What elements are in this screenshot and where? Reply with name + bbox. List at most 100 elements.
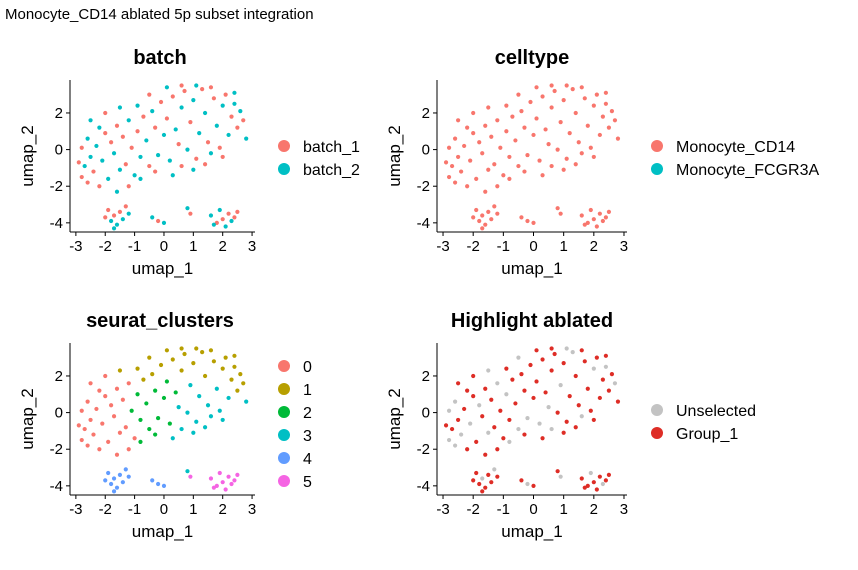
panel2-point bbox=[452, 136, 458, 141]
panel1-point bbox=[141, 114, 146, 119]
panel3-point bbox=[235, 472, 240, 477]
panel1-point bbox=[176, 141, 181, 147]
panel1-point bbox=[114, 189, 120, 194]
panel2-point bbox=[606, 209, 612, 214]
panel1-point bbox=[158, 99, 164, 105]
panel3-point bbox=[188, 474, 193, 479]
panel1-point bbox=[103, 131, 108, 136]
panel3-point bbox=[88, 417, 93, 423]
panel3-point bbox=[126, 381, 131, 386]
panel4-point bbox=[606, 472, 612, 477]
panel4-y-tick-label: -2 bbox=[417, 441, 430, 458]
panel4-point bbox=[597, 395, 602, 401]
panel3-point bbox=[232, 353, 237, 358]
panel1-point bbox=[138, 154, 143, 160]
panel3-point bbox=[100, 421, 105, 426]
panel3-point bbox=[126, 474, 131, 479]
panel3-point bbox=[191, 430, 196, 435]
panel2-point bbox=[519, 109, 524, 114]
panel1-point bbox=[117, 209, 123, 214]
panel1-point bbox=[223, 224, 228, 229]
panel4-point bbox=[480, 414, 485, 419]
panel4-point bbox=[537, 421, 542, 426]
panel1-point bbox=[194, 83, 199, 88]
panel4-point bbox=[452, 443, 458, 448]
panel3-point bbox=[194, 419, 199, 424]
panel3-point bbox=[179, 426, 184, 432]
panel4-point bbox=[519, 478, 524, 483]
panel2-point bbox=[540, 173, 545, 178]
panel1-point bbox=[185, 147, 190, 152]
panel1-point bbox=[97, 125, 102, 130]
panel1-point bbox=[232, 215, 237, 220]
panel3-point bbox=[132, 436, 137, 441]
panel1-point bbox=[109, 218, 114, 224]
panel1-point bbox=[147, 92, 152, 97]
panel1-point bbox=[129, 145, 134, 150]
panel1-point bbox=[111, 213, 117, 218]
panel3-point bbox=[226, 474, 231, 479]
panel1-point bbox=[109, 140, 114, 145]
panel4-legend-key bbox=[651, 427, 663, 439]
panel3-x-tick-label: 1 bbox=[189, 501, 197, 518]
panel4-point bbox=[483, 386, 488, 391]
panel1-point bbox=[188, 120, 193, 125]
panel2-point bbox=[465, 125, 470, 130]
panel2-y-tick-label: -2 bbox=[417, 178, 430, 195]
panel4-point bbox=[504, 392, 509, 397]
panel1-point bbox=[170, 173, 175, 178]
panel4-y-tick-label: -4 bbox=[417, 478, 430, 495]
panel2-point bbox=[486, 167, 491, 172]
panel4-point bbox=[582, 359, 587, 364]
panel2-point bbox=[480, 226, 485, 231]
panel1-point bbox=[100, 158, 105, 163]
panel2-point bbox=[507, 154, 512, 160]
panel4-point bbox=[591, 366, 596, 371]
panel1-x-tick-label: -3 bbox=[69, 238, 82, 255]
panel3-y-axis-label: umap_2 bbox=[18, 388, 37, 449]
panel2-point bbox=[603, 101, 608, 106]
panel4-point bbox=[486, 368, 491, 373]
panel1-point bbox=[120, 217, 125, 222]
panel2-point bbox=[489, 134, 494, 139]
panel4-point bbox=[522, 432, 527, 437]
panel2-point bbox=[588, 207, 593, 213]
panel4-point bbox=[486, 472, 491, 477]
panel4-point bbox=[516, 426, 521, 432]
panel4-point bbox=[480, 489, 485, 494]
panel2-point bbox=[579, 213, 584, 218]
panel3-point bbox=[161, 395, 167, 401]
panel4-point bbox=[452, 399, 458, 404]
panel4-x-tick-label: 3 bbox=[620, 501, 628, 518]
panel4-point bbox=[459, 432, 464, 437]
panel2-point bbox=[573, 110, 578, 116]
panel2-point bbox=[606, 125, 612, 130]
panel3-point bbox=[232, 364, 237, 369]
panel3-point bbox=[164, 348, 170, 353]
panel2-point bbox=[564, 156, 569, 161]
panel1-y-tick-label: 0 bbox=[55, 142, 63, 159]
panel3-point bbox=[111, 489, 117, 494]
panel1-point bbox=[214, 123, 219, 128]
panel4-point bbox=[600, 481, 605, 487]
panel3-x-tick-label: -1 bbox=[128, 501, 141, 518]
panel4-point bbox=[558, 474, 563, 479]
panel3-point bbox=[97, 447, 102, 452]
panel1-point bbox=[188, 211, 193, 216]
panel3-point bbox=[238, 372, 243, 377]
panel3-point bbox=[106, 439, 111, 444]
panel2-point bbox=[615, 136, 621, 141]
panel2-point bbox=[591, 217, 596, 222]
panel2-y-tick-label: 2 bbox=[422, 105, 430, 122]
panel3-point bbox=[114, 485, 120, 490]
panel4-point bbox=[615, 399, 621, 404]
panel4-point bbox=[456, 381, 461, 386]
panel1-x-tick-label: 1 bbox=[189, 238, 197, 255]
panel2-point bbox=[582, 222, 587, 227]
panel1-point bbox=[223, 92, 228, 97]
panel4-point bbox=[492, 467, 497, 472]
panel3-legend-key bbox=[278, 429, 290, 441]
panel2-x-tick-label: 1 bbox=[559, 238, 567, 255]
panel4-point bbox=[471, 373, 476, 379]
panel3-y-tick-label: -4 bbox=[50, 478, 63, 495]
